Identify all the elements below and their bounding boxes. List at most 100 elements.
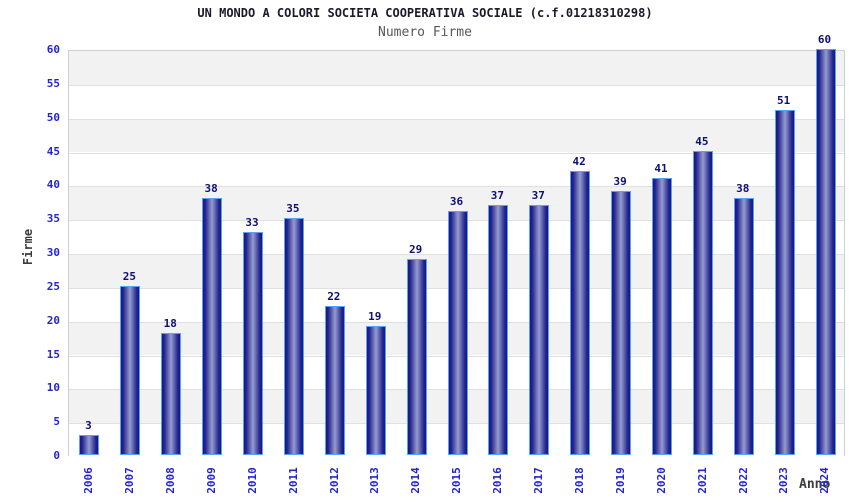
bar-value-label: 19 [368, 310, 382, 324]
bar [120, 285, 141, 455]
plot-band [69, 152, 844, 187]
y-tick-label: 60 [46, 43, 60, 56]
x-tick-label-text: 2017 [531, 466, 545, 494]
plot-band [69, 51, 844, 85]
bar [202, 197, 223, 455]
x-tick-label: 2013 [355, 460, 395, 500]
x-tick-label-text: 2015 [450, 466, 463, 494]
x-tick-label: 2009 [191, 460, 231, 500]
bar-value-label: 3 [85, 418, 92, 432]
bar [161, 333, 182, 455]
x-tick-label: 2023 [764, 460, 804, 500]
x-tick-label-text: 2020 [654, 466, 668, 494]
bar [243, 231, 264, 455]
bar-value-label: 18 [163, 317, 177, 331]
bar [406, 258, 427, 455]
x-tick-label: 2011 [273, 460, 313, 500]
x-tick-label-text: 2021 [695, 466, 709, 494]
y-tick-label: 5 [53, 415, 60, 429]
bar [365, 326, 386, 455]
x-axis-title: Anno [799, 477, 831, 492]
x-tick-label: 2024 [805, 460, 845, 500]
y-tick-label: 45 [46, 144, 60, 158]
x-tick-label-text: 2011 [286, 466, 300, 494]
x-tick-label: 2017 [518, 460, 558, 500]
plot-band [69, 118, 844, 153]
gridline [69, 152, 844, 154]
bar [611, 191, 632, 455]
y-tick-label: 55 [46, 76, 60, 90]
x-tick-label-text: 2016 [490, 466, 504, 494]
x-tick-label: 2010 [232, 460, 272, 500]
x-tick-label-text: 2010 [245, 466, 259, 494]
plot-band [69, 84, 844, 119]
x-tick-label: 2014 [396, 460, 436, 500]
y-tick-label: 20 [46, 313, 60, 327]
x-tick-label-text: 2019 [613, 466, 627, 494]
bar [79, 434, 100, 455]
bar-value-label: 37 [531, 188, 545, 202]
y-tick-label: 25 [46, 279, 60, 293]
y-tick-label: 0 [53, 449, 60, 462]
bar [815, 49, 836, 455]
y-tick-label: 40 [46, 178, 60, 192]
bar [283, 218, 304, 455]
x-tick-label: 2015 [437, 460, 477, 500]
bar-value-label: 45 [695, 134, 709, 148]
x-tick-label-text: 2008 [163, 466, 177, 494]
x-tick-label: 2022 [723, 460, 763, 500]
bar-value-label: 41 [654, 161, 668, 175]
bar [488, 204, 509, 455]
gridline [69, 118, 844, 120]
bar [570, 170, 591, 455]
x-tick-label: 2012 [314, 460, 354, 500]
bar-value-label: 33 [245, 215, 259, 229]
x-tick-label: 2020 [641, 460, 681, 500]
bar [692, 150, 713, 455]
x-tick-label-text: 2023 [777, 466, 791, 494]
bar-value-label: 39 [613, 175, 627, 189]
bar [733, 197, 754, 455]
x-tick-label: 2018 [559, 460, 599, 500]
x-tick-label: 2008 [150, 460, 190, 500]
bar [774, 109, 795, 455]
bar [651, 177, 672, 455]
bar-value-label: 22 [327, 290, 341, 304]
chart-title: UN MONDO A COLORI SOCIETA COOPERATIVA SO… [197, 6, 653, 20]
x-tick-label: 2016 [477, 460, 517, 500]
y-tick-label: 35 [46, 212, 60, 226]
gridline [69, 84, 844, 86]
bar-value-label: 60 [817, 33, 832, 46]
x-tick-label: 2019 [600, 460, 640, 500]
x-tick-label: 2006 [68, 460, 108, 500]
x-tick-label-text: 2009 [204, 466, 218, 494]
x-tick-label-text: 2022 [736, 466, 750, 494]
bar-value-label: 51 [777, 93, 791, 107]
plot-area [68, 49, 845, 457]
y-tick-label: 30 [46, 246, 60, 259]
x-tick-label-text: 2006 [81, 466, 95, 494]
bar-value-label: 38 [736, 181, 750, 195]
x-tick-label: 2021 [682, 460, 722, 500]
chart-subtitle: Numero Firme [378, 25, 472, 40]
bar [447, 211, 468, 455]
x-tick-label-text: 2018 [572, 466, 586, 494]
x-tick-label-text: 2007 [122, 466, 136, 494]
x-tick-label-text: 2024 [818, 466, 832, 494]
y-tick-label: 15 [46, 347, 60, 361]
bar-value-label: 35 [286, 202, 300, 216]
bar-value-label: 42 [572, 154, 586, 168]
x-tick-label-text: 2012 [327, 466, 341, 494]
y-tick-label: 50 [46, 110, 60, 124]
bar [324, 306, 345, 455]
bar-value-label: 38 [204, 181, 218, 195]
y-tick-label: 10 [46, 381, 60, 395]
gridline [69, 186, 844, 188]
bar-value-label: 36 [449, 195, 464, 209]
x-tick-label-text: 2014 [409, 466, 423, 494]
bar-value-label: 25 [122, 269, 136, 283]
x-tick-label: 2007 [109, 460, 149, 500]
bar-value-label: 37 [490, 188, 505, 202]
x-tick-label-text: 2013 [368, 466, 382, 494]
